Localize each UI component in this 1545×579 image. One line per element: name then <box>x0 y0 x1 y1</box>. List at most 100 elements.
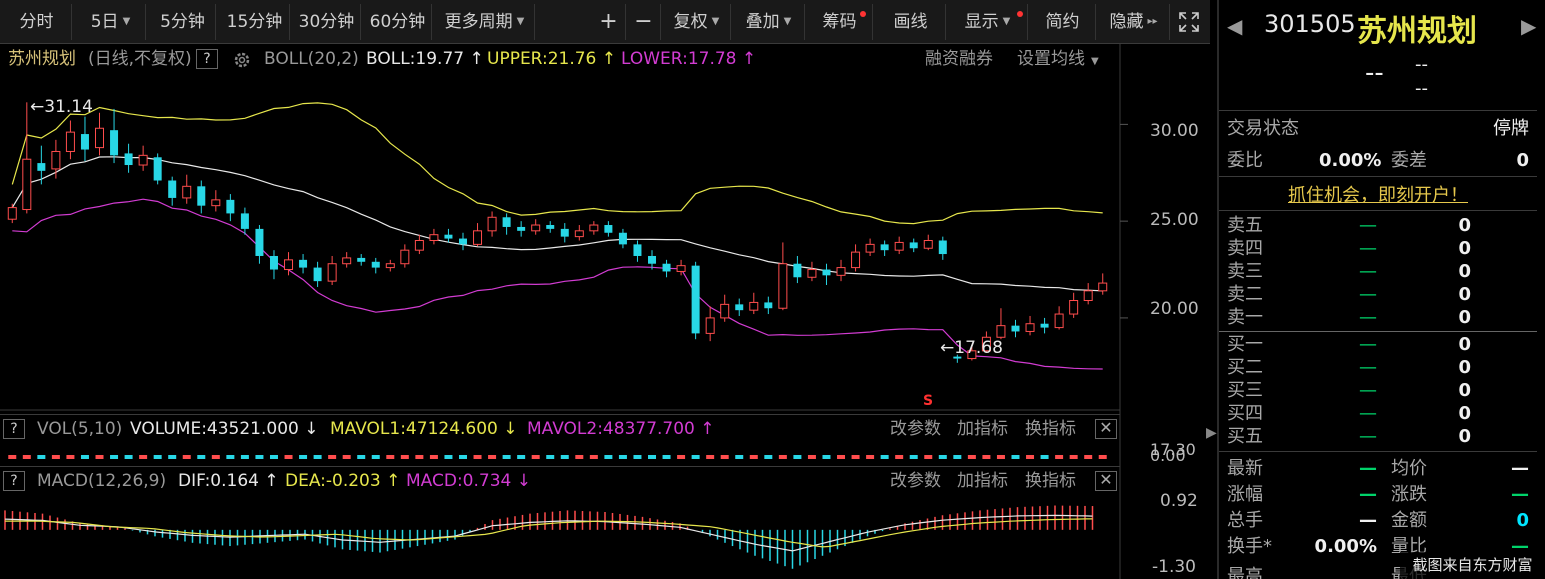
candle-body <box>95 127 105 149</box>
prev-stock-button[interactable]: ◀ <box>1227 14 1242 38</box>
bid-level-row[interactable]: 买五 — 0 <box>1219 425 1537 448</box>
ask-level-row[interactable]: 卖五 — 0 <box>1219 214 1537 237</box>
volume-bar <box>604 455 613 459</box>
upper-value: UPPER:21.76 ↑ <box>487 46 616 72</box>
volume-bar <box>1026 455 1035 459</box>
candle-body <box>836 267 846 276</box>
display-dropdown[interactable]: 显示 ▼ <box>948 4 1028 40</box>
candle-body <box>938 240 947 255</box>
bid-level-volume: 0 <box>1458 380 1471 401</box>
ask-level-row[interactable]: 卖二 — 0 <box>1219 283 1537 306</box>
ask-level-volume: 0 <box>1458 238 1471 259</box>
period-tab-timeshare[interactable]: 分时 <box>2 4 72 40</box>
volume-axis-top: 17.30 <box>1150 440 1196 459</box>
divider <box>1219 110 1537 111</box>
change-params-button[interactable]: 改参数 <box>890 471 941 491</box>
set-ma-dropdown[interactable]: 设置均线 ▼ <box>1017 46 1099 75</box>
volume-bar <box>851 455 860 459</box>
candle-body <box>255 228 264 256</box>
switch-indicator-button[interactable]: 换指标 <box>1025 419 1076 439</box>
help-button[interactable]: ? <box>3 419 25 439</box>
draw-line-button[interactable]: 画线 <box>876 4 946 40</box>
help-button[interactable]: ? <box>196 49 218 69</box>
volume-bar <box>909 455 918 459</box>
candle-body <box>749 301 759 311</box>
close-icon[interactable]: ✕ <box>1095 419 1117 439</box>
chevron-right-icon: ▶ <box>1521 14 1537 38</box>
indicator-name[interactable]: BOLL(20,2) <box>264 49 359 69</box>
candle-body <box>458 238 467 245</box>
period-tab-5min[interactable]: 5分钟 <box>150 4 216 40</box>
candle-body <box>720 303 730 319</box>
bid-level-row[interactable]: 买三 — 0 <box>1219 379 1537 402</box>
high-value: 31.14 <box>44 97 93 117</box>
gear-icon[interactable] <box>232 50 252 70</box>
main-chart-legend: 苏州规划 (日线,不复权) ? BOLL(20,2) BOLL:19.77 ↑ … <box>0 46 1210 72</box>
volume-bar <box>66 455 75 459</box>
chevron-left-icon: ◀ <box>1227 14 1243 38</box>
candle-body <box>953 356 962 359</box>
fullscreen-button[interactable] <box>1172 4 1206 40</box>
bid-level-row[interactable]: 买二 — 0 <box>1219 356 1537 379</box>
switch-indicator-button[interactable]: 换指标 <box>1025 471 1076 491</box>
candle-body <box>1098 282 1108 292</box>
candle-body <box>414 240 424 251</box>
indicator-name[interactable]: VOL(5,10) <box>37 419 123 439</box>
next-stock-button[interactable]: ▶ <box>1521 14 1536 38</box>
volume-bar <box>22 455 31 459</box>
minus-icon: − <box>634 9 653 34</box>
stats-row: 涨幅 — 涨跌 — <box>1219 483 1537 506</box>
volume-bar <box>124 455 133 459</box>
candle-body <box>284 259 294 271</box>
candle-body <box>662 263 671 272</box>
open-account-link[interactable]: 抓住机会，即刻开户！ <box>1288 185 1468 206</box>
zoom-in-button[interactable]: + <box>592 4 626 40</box>
volume-bar <box>415 455 424 459</box>
hide-button[interactable]: 隐藏 ▸▸ <box>1098 4 1170 40</box>
volume-bar <box>706 455 715 459</box>
ask-level-row[interactable]: 卖一 — 0 <box>1219 306 1537 329</box>
volume-bar <box>110 455 119 459</box>
change-params-button[interactable]: 改参数 <box>890 419 941 439</box>
bid-level-row[interactable]: 买一 — 0 <box>1219 333 1537 356</box>
overlay-dropdown[interactable]: 叠加 ▼ <box>733 4 805 40</box>
candle-body <box>676 265 686 272</box>
stat-value: 0.00% <box>1314 536 1377 557</box>
help-button[interactable]: ? <box>3 471 25 491</box>
period-label: 更多周期 <box>444 12 513 32</box>
zoom-out-button[interactable]: − <box>627 4 661 40</box>
stats-row: 最新 — 均价 — <box>1219 457 1537 480</box>
period-tab-30min[interactable]: 30分钟 <box>293 4 361 40</box>
chevron-right-icon: ▶ <box>1206 425 1217 441</box>
period-tab-60min[interactable]: 60分钟 <box>364 4 432 40</box>
stat-label: 金额 <box>1391 510 1427 531</box>
add-indicator-button[interactable]: 加指标 <box>957 419 1008 439</box>
ask-level-row[interactable]: 卖四 — 0 <box>1219 237 1537 260</box>
period-tab-5day[interactable]: 5日 ▼ <box>76 4 146 40</box>
ask-level-row[interactable]: 卖三 — 0 <box>1219 260 1537 283</box>
panel-collapse-handle[interactable]: ▶ <box>1206 410 1218 456</box>
chips-button[interactable]: 筹码 <box>807 4 873 40</box>
period-tab-15min[interactable]: 15分钟 <box>220 4 290 40</box>
volume-bar <box>211 455 220 459</box>
arrow-down-icon: ↓ <box>298 419 319 439</box>
fullscreen-icon <box>1179 12 1199 32</box>
kline-chart[interactable] <box>0 0 1210 579</box>
volume-bar <box>371 455 380 459</box>
simple-mode-button[interactable]: 简约 <box>1030 4 1096 40</box>
margin-trading-link[interactable]: 融资融券 <box>925 49 993 69</box>
candle-body <box>226 199 235 214</box>
indicator-name[interactable]: MACD(12,26,9) <box>37 471 167 491</box>
chevron-down-icon: ▼ <box>122 16 131 27</box>
plus-icon: + <box>599 9 618 34</box>
sell-signal-text: S <box>923 393 934 409</box>
close-icon[interactable]: ✕ <box>1095 471 1117 491</box>
volume-bar <box>139 455 148 459</box>
set-ma-label: 设置均线 <box>1017 49 1085 69</box>
bid-level-row[interactable]: 买四 — 0 <box>1219 402 1537 425</box>
add-indicator-button[interactable]: 加指标 <box>957 471 1008 491</box>
more-periods-dropdown[interactable]: 更多周期 ▼ <box>435 4 535 40</box>
mavol2-value-text: MAVOL2:48377.700 <box>527 419 695 439</box>
sell-signal-marker[interactable]: S <box>923 393 933 409</box>
adjust-dropdown[interactable]: 复权 ▼ <box>663 4 731 40</box>
